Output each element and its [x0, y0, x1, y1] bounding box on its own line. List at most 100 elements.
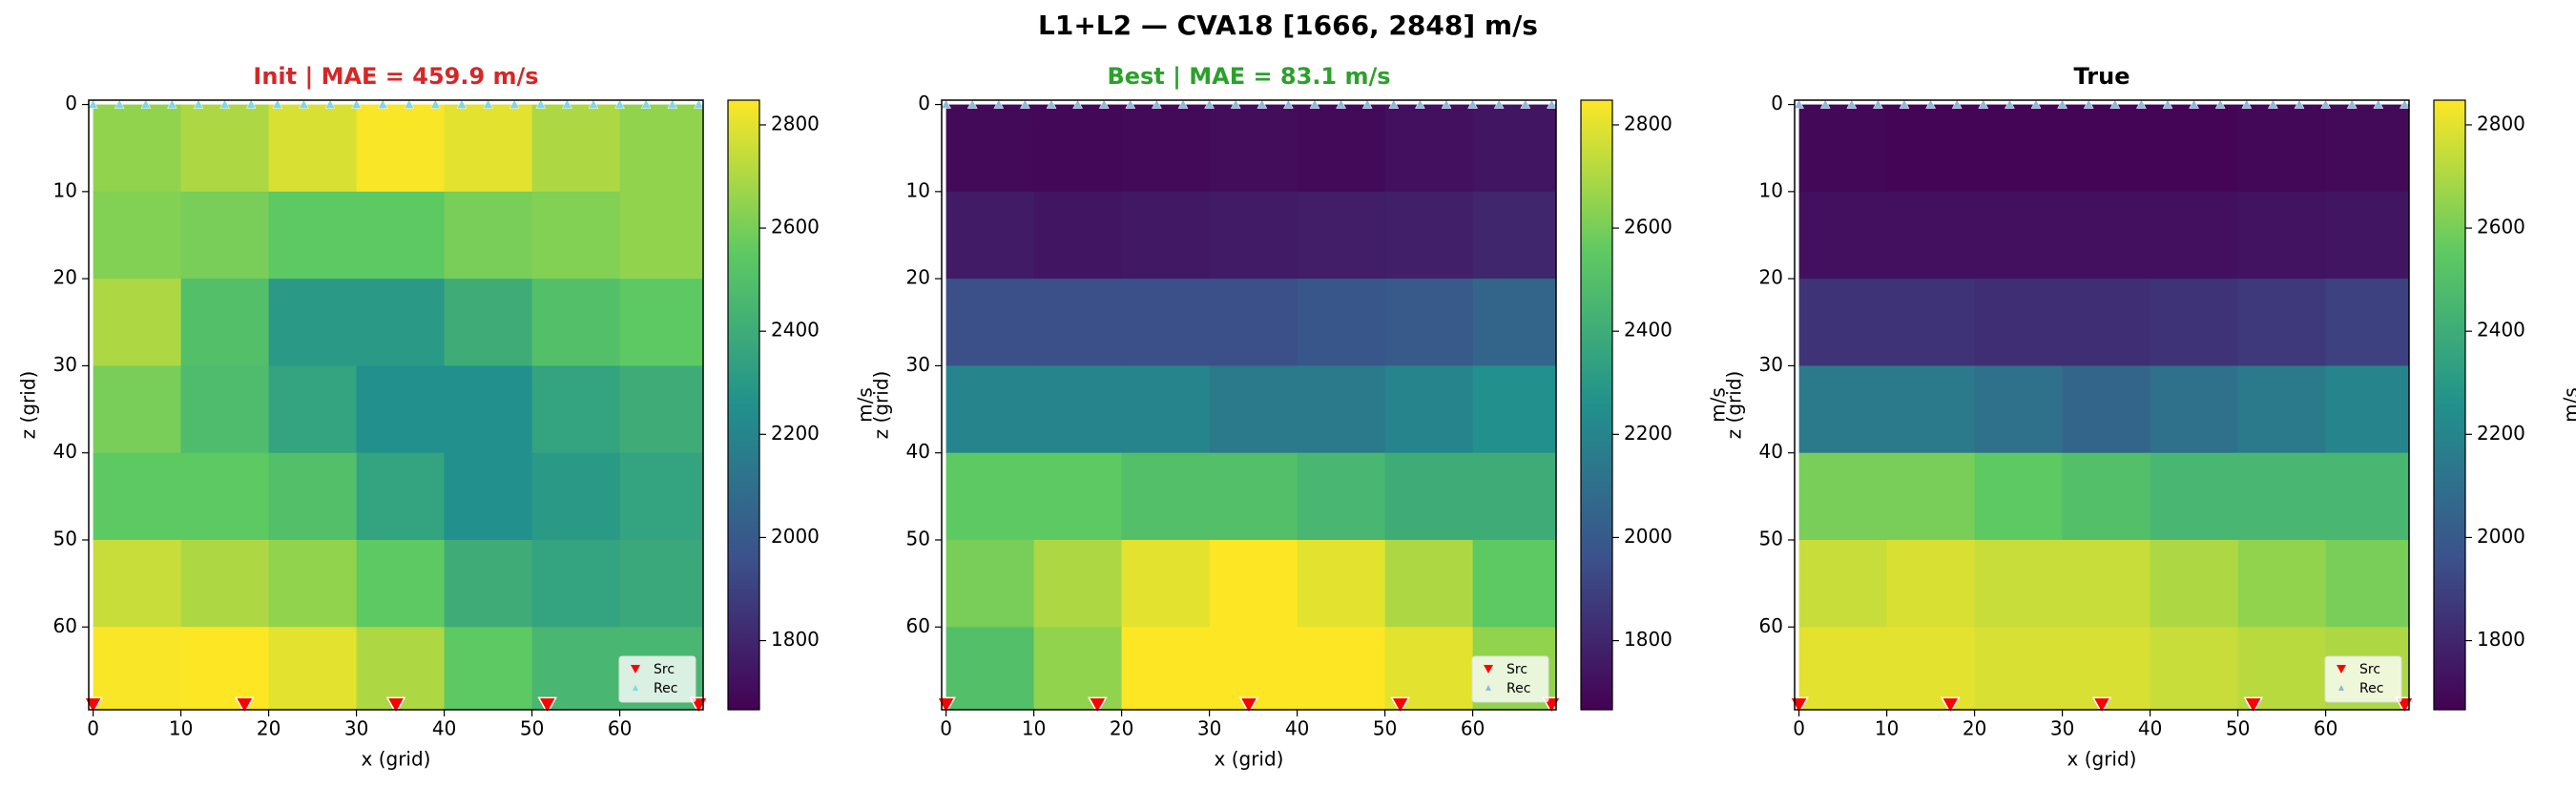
- receiver: [404, 99, 415, 109]
- heatmap-cell: [268, 279, 358, 366]
- x-tick-label: 50: [2226, 717, 2250, 740]
- heatmap-cell: [2237, 104, 2327, 193]
- heatmap-cell: [180, 539, 270, 628]
- heatmap-cell: [356, 627, 446, 710]
- heatmap-cell: [945, 627, 1035, 710]
- heatmap-cell: [1472, 104, 1556, 193]
- heatmap-cell: [1209, 104, 1298, 193]
- heatmap-cell: [1472, 452, 1556, 541]
- colorbar-tick-label: 2000: [771, 525, 820, 548]
- colorbar-label: m/s: [2560, 387, 2576, 423]
- heatmap-cell: [1033, 104, 1123, 193]
- heatmap-cell: [1974, 104, 2064, 193]
- colorbar-tick-label: 2600: [771, 216, 820, 238]
- heatmap-cell: [444, 191, 533, 280]
- heatmap-cell: [1121, 191, 1211, 280]
- colorbar-label: m/s: [1707, 387, 1730, 423]
- x-tick-label: 20: [1110, 717, 1133, 740]
- legend-marker: [631, 665, 640, 673]
- heatmap-cell: [2062, 279, 2151, 366]
- y-tick-label: 40: [53, 440, 77, 463]
- heatmap-cell: [531, 452, 621, 541]
- receiver: [941, 99, 952, 109]
- colorbar-tick-label: 2000: [2477, 525, 2525, 548]
- colorbar-tick-label: 2600: [2477, 216, 2525, 238]
- receiver: [1794, 99, 1805, 109]
- heatmap-cell: [2325, 365, 2409, 454]
- heatmap-cell: [356, 452, 446, 541]
- heatmap-cell: [2237, 365, 2327, 454]
- receiver: [2399, 99, 2410, 109]
- x-tick-label: 10: [169, 717, 193, 740]
- legend-label: Src: [2359, 662, 2380, 677]
- x-axis-label: x (grid): [2067, 748, 2137, 771]
- x-tick-label: 20: [257, 717, 280, 740]
- receiver: [2267, 99, 2278, 109]
- receiver: [588, 99, 599, 109]
- receiver: [1819, 99, 1831, 109]
- heatmap-cell: [1297, 279, 1386, 366]
- source: [1088, 696, 1108, 715]
- source: [385, 696, 406, 715]
- receiver: [2189, 99, 2200, 109]
- colorbar-tick-label: 2400: [2477, 319, 2525, 342]
- receiver: [1098, 99, 1110, 109]
- source: [1941, 696, 1961, 715]
- heatmap-cell: [1886, 627, 1976, 710]
- heatmap-cell: [1209, 365, 1298, 454]
- heatmap-cell: [531, 279, 621, 366]
- receiver: [1951, 99, 1963, 109]
- heatmap-cell: [531, 539, 621, 628]
- receiver: [1899, 99, 1910, 109]
- heatmap-cell: [1384, 104, 1474, 193]
- receiver: [1151, 99, 1162, 109]
- heatmap-cell: [1033, 539, 1123, 628]
- receiver: [640, 99, 652, 109]
- heatmap-cell: [1384, 452, 1474, 541]
- heatmap-cell: [1209, 452, 1298, 541]
- receiver: [2083, 99, 2094, 109]
- receiver: [667, 99, 678, 109]
- heatmap-cell: [1886, 365, 1976, 454]
- receiver: [1125, 99, 1136, 109]
- heatmap-cell: [1033, 627, 1123, 710]
- heatmap-cell: [2325, 452, 2409, 541]
- heatmap-cell: [1297, 365, 1386, 454]
- heatmap-cell: [1798, 104, 1888, 193]
- receiver: [88, 99, 99, 109]
- receiver: [2004, 99, 2015, 109]
- heatmap-cell: [2062, 539, 2151, 628]
- heatmap-cell: [93, 627, 182, 710]
- heatmap-cell: [1886, 279, 1976, 366]
- heatmap: [93, 104, 703, 710]
- heatmap-cell: [945, 365, 1035, 454]
- x-tick-label: 40: [432, 717, 456, 740]
- heatmap-cell: [2062, 191, 2151, 280]
- receiver: [2057, 99, 2068, 109]
- receiver: [1414, 99, 1425, 109]
- heatmap-cell: [945, 539, 1035, 628]
- source: [235, 696, 255, 715]
- receiver: [1467, 99, 1479, 109]
- colorbar-tick-label: 2800: [1624, 112, 1672, 135]
- heatmap: [1798, 104, 2409, 710]
- heatmap-cell: [2325, 191, 2409, 280]
- receiver: [693, 99, 704, 109]
- receiver: [1361, 99, 1373, 109]
- heatmap-cell: [356, 365, 446, 454]
- heatmap-cell: [1472, 191, 1556, 280]
- receiver: [1925, 99, 1937, 109]
- colorbar-tick-label: 2000: [1624, 525, 1672, 548]
- receiver: [2241, 99, 2253, 109]
- y-tick-label: 10: [906, 178, 930, 201]
- colorbar-tick-label: 1800: [2477, 628, 2525, 651]
- heatmap-cell: [945, 279, 1035, 366]
- heatmap-cell: [180, 104, 270, 193]
- heatmap-cell: [1297, 627, 1386, 710]
- heatmap-cell: [619, 104, 703, 193]
- colorbar: [2433, 99, 2466, 711]
- heatmap-cell: [268, 627, 358, 710]
- x-tick-label: 10: [1022, 717, 1046, 740]
- receiver: [2214, 99, 2226, 109]
- heatmap-cell: [2325, 104, 2409, 193]
